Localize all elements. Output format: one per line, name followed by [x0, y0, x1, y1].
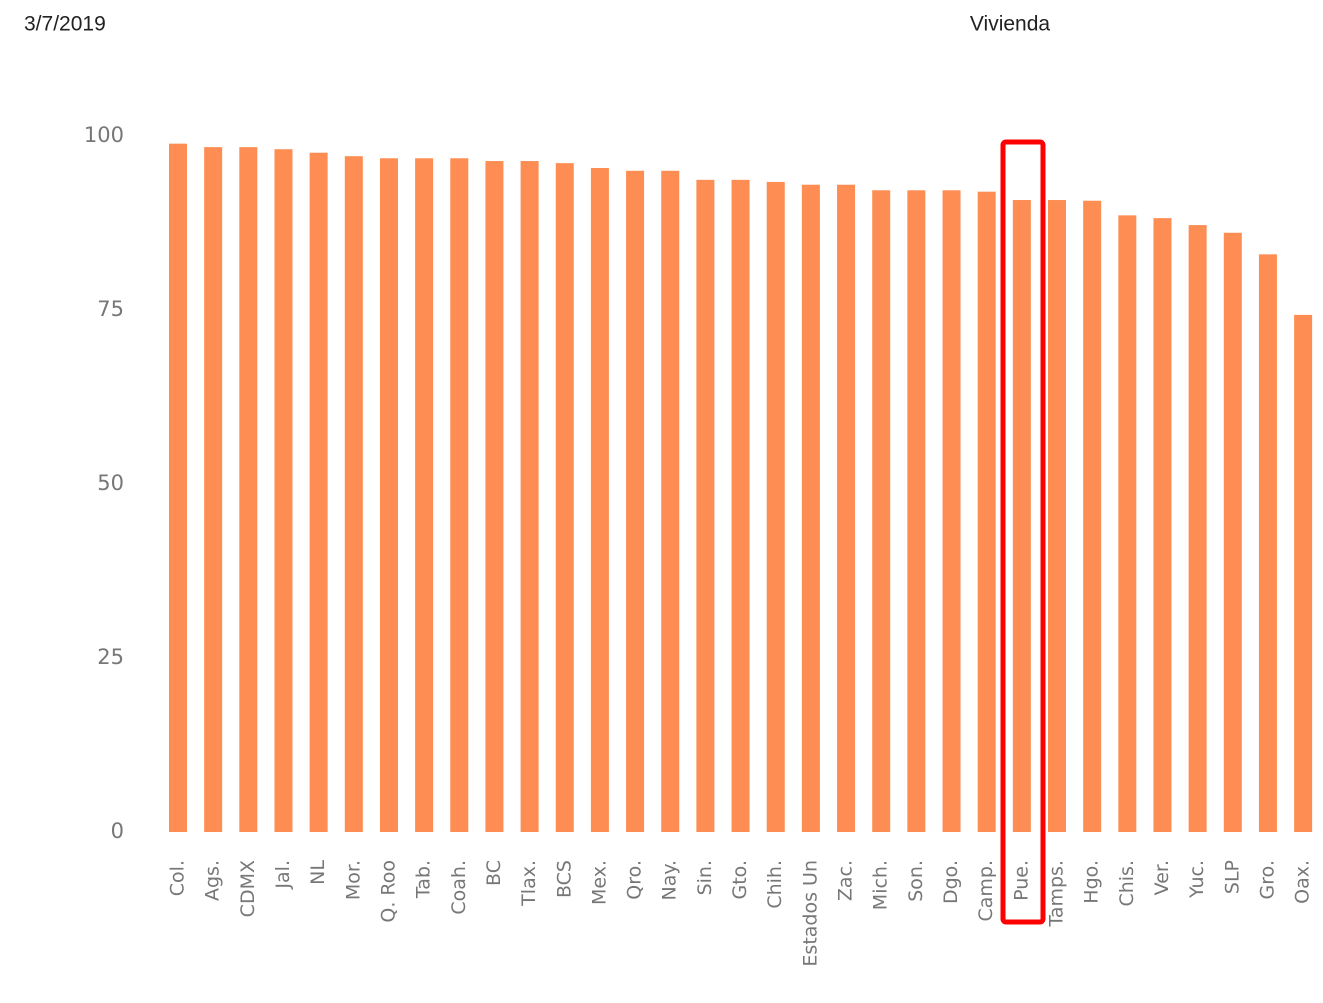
bar	[766, 181, 785, 832]
bar	[274, 149, 293, 832]
x-tick-label: Tamps.	[1046, 860, 1068, 928]
bar	[1048, 200, 1066, 833]
y-tick-label: 75	[97, 297, 124, 321]
bar	[204, 147, 223, 833]
chart-title: Vivienda	[970, 13, 1050, 36]
bar	[415, 158, 434, 833]
y-tick-label: 0	[111, 819, 124, 843]
bar	[1012, 200, 1031, 833]
bar	[1083, 200, 1102, 832]
x-tick-label: Ags.	[202, 860, 224, 901]
bar	[1118, 215, 1137, 832]
x-tick-label: SLP	[1221, 860, 1243, 894]
x-tick-label: Son.	[905, 860, 927, 902]
bar	[344, 156, 363, 832]
bar	[309, 152, 328, 833]
bar	[872, 190, 891, 833]
bar	[590, 168, 609, 833]
y-tick-label: 25	[97, 645, 124, 669]
bar	[485, 161, 504, 832]
y-tick-label: 50	[97, 471, 124, 495]
bar	[239, 147, 258, 833]
x-tick-label: Zac.	[835, 860, 857, 901]
bar	[696, 179, 715, 832]
x-tick-label: NL	[307, 860, 329, 885]
x-tick-label: Col.	[167, 860, 189, 896]
x-tick-label: Oax.	[1292, 860, 1314, 904]
x-tick-label: Dgo.	[940, 860, 962, 904]
x-tick-label: BC	[483, 860, 505, 886]
x-tick-label: CDMX	[237, 860, 259, 917]
x-tick-label: Gto.	[729, 860, 751, 900]
x-tick-label: Mich.	[870, 860, 892, 910]
bar	[907, 190, 926, 833]
bar	[555, 163, 574, 833]
bar	[450, 158, 469, 833]
x-tick-label: Coah.	[448, 860, 470, 915]
x-tick-label: Estados Un	[799, 860, 821, 967]
x-tick-label: Mex.	[588, 860, 610, 905]
bar	[977, 191, 996, 832]
bar	[169, 143, 187, 832]
x-tick-label: Tlax.	[518, 860, 540, 907]
bar	[1223, 232, 1242, 832]
bar	[520, 161, 539, 832]
x-tick-label: Ver.	[1151, 860, 1173, 895]
x-tick-label: Tab.	[413, 860, 435, 899]
x-tick-label: BCS	[553, 860, 575, 898]
x-tick-label: Gro.	[1256, 860, 1278, 899]
bar	[1258, 254, 1277, 832]
x-tick-label: Sin.	[694, 860, 716, 895]
bar	[731, 179, 750, 832]
x-tick-label: Q. Roo	[377, 860, 399, 923]
x-tick-label: Jal.	[272, 860, 294, 890]
x-tick-label: Nay.	[659, 860, 681, 900]
bar	[1294, 314, 1313, 832]
bar	[1188, 225, 1207, 832]
x-tick-label: Qro.	[624, 860, 646, 900]
date: 3/7/2019	[24, 13, 106, 36]
x-tick-label: Hgo.	[1081, 860, 1103, 904]
x-tick-label: Pue.	[1010, 860, 1032, 901]
x-tick-label: Mor.	[342, 860, 364, 900]
bar	[379, 158, 398, 833]
x-tick-label: Chis.	[1116, 860, 1138, 907]
bar	[837, 184, 856, 833]
bar	[801, 184, 820, 833]
highlight-box	[1000, 139, 1046, 925]
bar	[942, 190, 961, 833]
x-tick-label: Chih.	[764, 860, 786, 909]
x-tick-label: Yuc.	[1186, 860, 1208, 899]
bar	[626, 170, 645, 833]
y-tick-label: 100	[84, 123, 124, 147]
x-tick-label: Camp.	[975, 860, 997, 922]
bar	[661, 170, 680, 833]
bar	[1153, 218, 1172, 833]
